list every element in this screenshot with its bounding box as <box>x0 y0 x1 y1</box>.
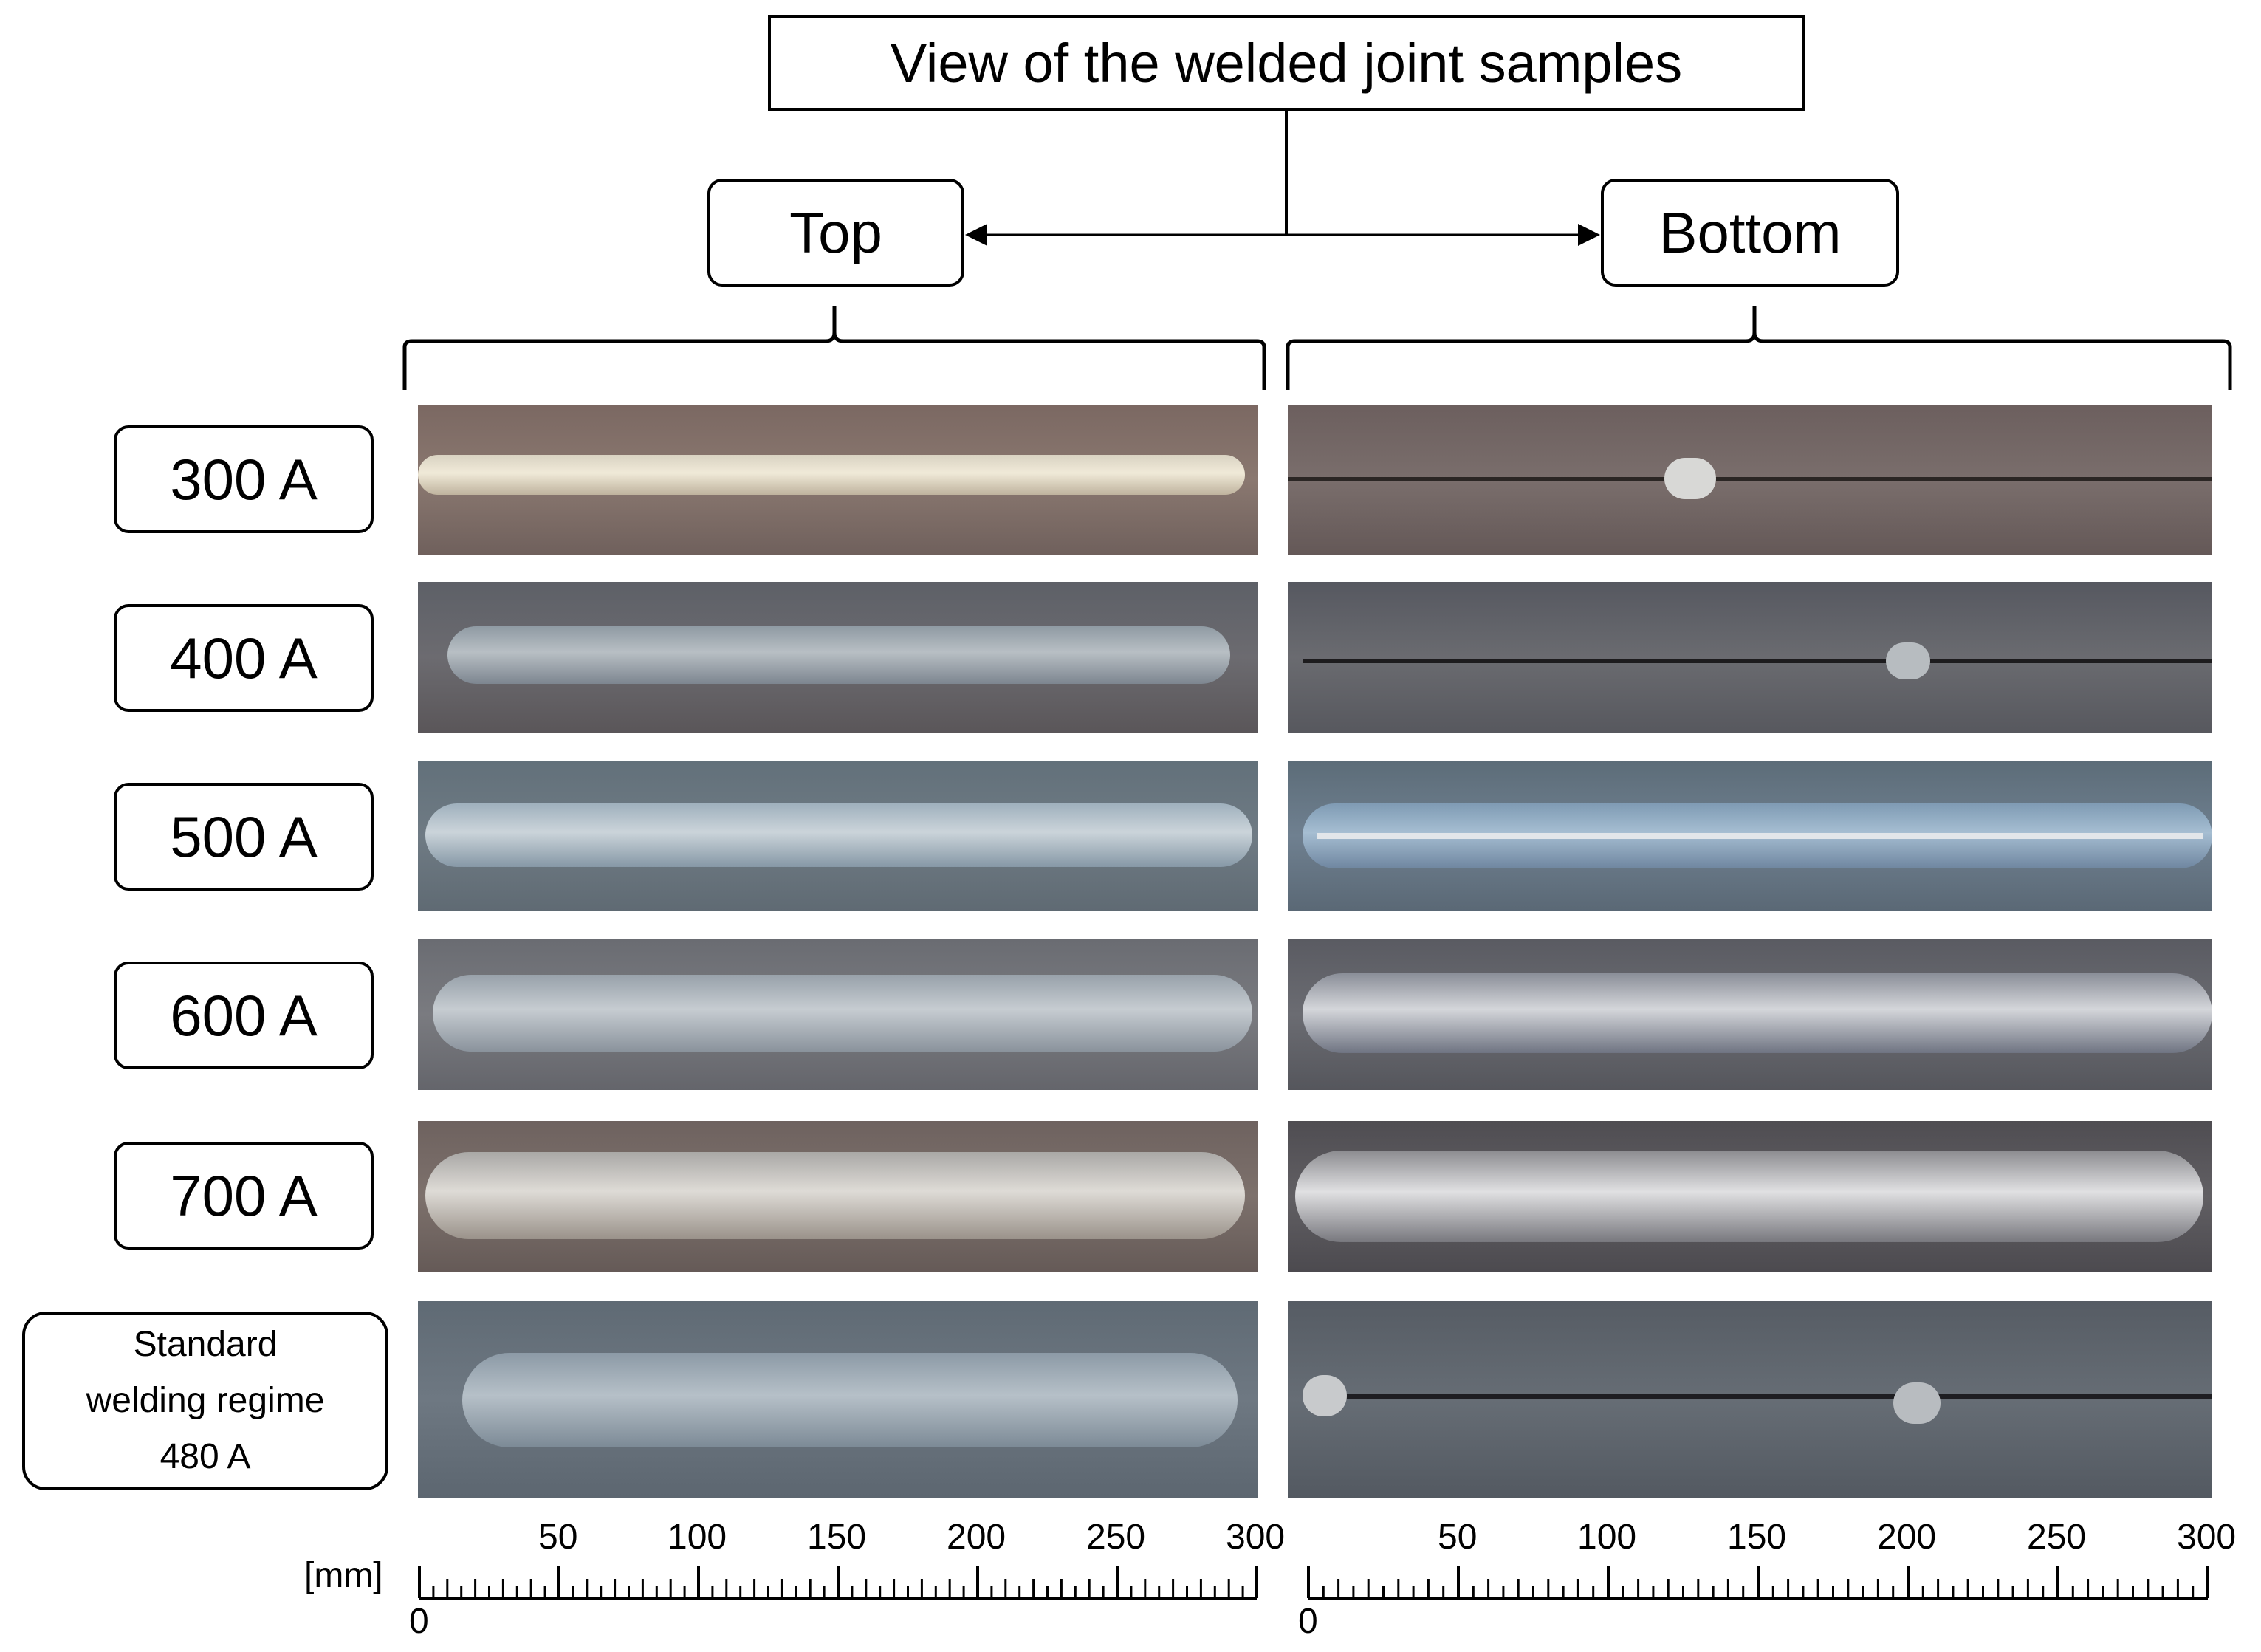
top-side-label: Top <box>707 179 964 287</box>
scale-bottom-label: 50 <box>1438 1518 1478 1557</box>
scale-top-zero: 0 <box>409 1602 429 1641</box>
photo-bottom-400a <box>1288 582 2212 733</box>
photo-bottom-300a <box>1288 405 2212 555</box>
scale-top-label: 100 <box>668 1518 727 1557</box>
photo-bottom-700a <box>1288 1121 2212 1272</box>
ruler-bottom <box>1307 1566 2209 1600</box>
scale-bottom-label: 150 <box>1727 1518 1787 1557</box>
standard-line-1: Standard <box>133 1325 278 1364</box>
scale-bottom-label: 300 <box>2177 1518 2237 1557</box>
photo-bottom-600a <box>1288 939 2212 1090</box>
scale-bottom-label: 200 <box>1877 1518 1937 1557</box>
scale-top-label: 200 <box>947 1518 1006 1557</box>
photo-bottom-standard <box>1288 1301 2212 1498</box>
row-label-400a: 400 A <box>114 604 374 712</box>
photo-top-400a <box>418 582 1258 733</box>
photo-top-500a <box>418 761 1258 911</box>
scale-top-label: 150 <box>807 1518 867 1557</box>
ruler-top <box>418 1566 1258 1600</box>
row-label-600a: 600 A <box>114 962 374 1069</box>
photo-top-700a <box>418 1121 1258 1272</box>
bottom-brace <box>1286 306 2232 390</box>
scale-unit: [mm] <box>304 1556 383 1595</box>
standard-line-2: welding regime <box>86 1381 325 1420</box>
standard-line-3: 480 A <box>159 1437 251 1476</box>
bottom-side-label: Bottom <box>1601 179 1899 287</box>
scale-top-label: 50 <box>538 1518 578 1557</box>
scale-top-label: 300 <box>1226 1518 1286 1557</box>
top-brace <box>402 306 1266 390</box>
row-label-300a: 300 A <box>114 425 374 533</box>
diagram-title: View of the welded joint samples <box>768 15 1805 111</box>
scale-bottom-label: 100 <box>1577 1518 1637 1557</box>
row-label-standard-regime: Standard welding regime 480 A <box>22 1312 388 1490</box>
photo-top-standard <box>418 1301 1258 1498</box>
row-label-700a: 700 A <box>114 1142 374 1250</box>
photo-top-300a <box>418 405 1258 555</box>
scale-bottom-zero: 0 <box>1298 1602 1318 1641</box>
row-label-500a: 500 A <box>114 783 374 891</box>
photo-top-600a <box>418 939 1258 1090</box>
photo-bottom-500a <box>1288 761 2212 911</box>
scale-bottom-label: 250 <box>2027 1518 2087 1557</box>
scale-top-label: 250 <box>1086 1518 1146 1557</box>
